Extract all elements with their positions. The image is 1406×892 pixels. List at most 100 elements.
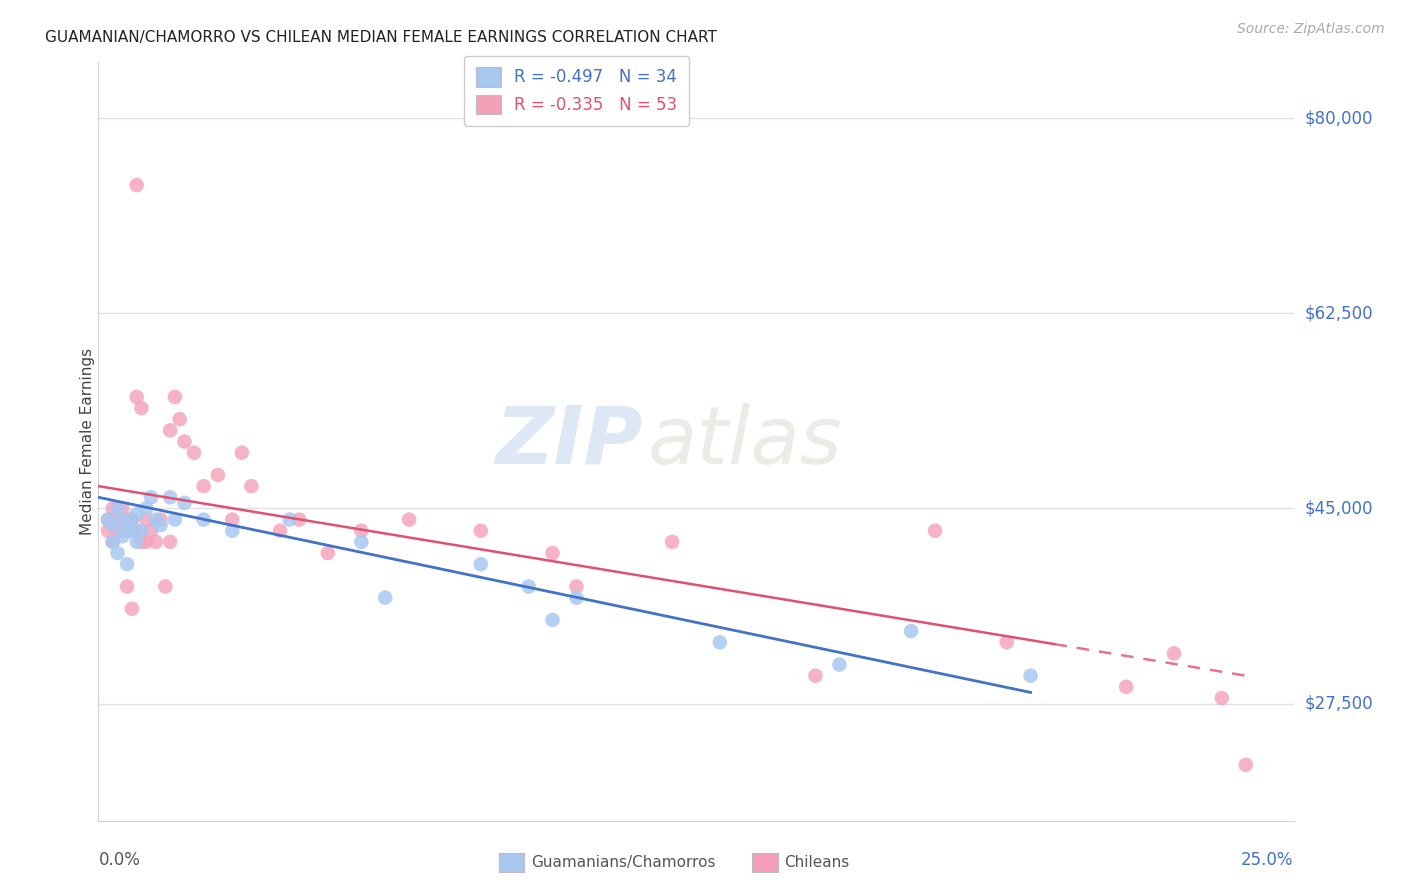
Point [661,535,683,549]
Point [121,524,143,538]
Point [193,479,215,493]
Point [131,524,153,538]
Point [125,535,148,549]
Point [207,467,229,482]
Point [240,479,263,493]
Point [115,580,138,594]
Point [145,512,167,526]
Text: $62,500: $62,500 [1305,304,1374,322]
Point [97,524,120,538]
Point [1163,646,1185,660]
Y-axis label: Median Female Earnings: Median Female Earnings [80,348,94,535]
Point [541,546,564,560]
Text: $45,000: $45,000 [1305,500,1374,517]
Point [111,512,134,526]
Point [541,613,564,627]
Text: GUAMANIAN/CHAMORRO VS CHILEAN MEDIAN FEMALE EARNINGS CORRELATION CHART: GUAMANIAN/CHAMORRO VS CHILEAN MEDIAN FEM… [45,29,717,45]
Point [288,512,311,526]
Text: ZIP: ZIP [495,402,643,481]
Point [101,535,124,549]
Point [173,496,195,510]
Point [350,524,373,538]
Point [995,635,1018,649]
Legend: R = -0.497   N = 34, R = -0.335   N = 53: R = -0.497 N = 34, R = -0.335 N = 53 [464,55,689,126]
Point [115,557,138,572]
Point [97,512,120,526]
Point [159,424,181,438]
Point [173,434,195,449]
Point [924,524,946,538]
Point [900,624,922,639]
Point [107,524,129,538]
Point [97,512,120,526]
Point [709,635,731,649]
Point [115,512,138,526]
Text: Chileans: Chileans [785,855,849,870]
Point [135,501,157,516]
Point [101,535,124,549]
Text: Guamanians/Chamorros: Guamanians/Chamorros [531,855,716,870]
Point [278,512,301,526]
Point [139,491,162,505]
Point [131,401,153,416]
Text: $27,500: $27,500 [1305,695,1374,713]
Point [1234,758,1257,772]
Point [231,446,253,460]
Point [111,501,134,516]
Point [111,524,134,538]
Point [221,524,243,538]
Point [159,491,181,505]
Point [121,524,143,538]
Point [565,591,588,605]
Point [149,512,172,526]
Point [125,507,148,521]
Point [183,446,205,460]
Point [828,657,851,672]
Point [101,518,124,533]
Point [163,512,186,526]
Point [125,524,148,538]
Point [374,591,396,605]
Point [565,580,588,594]
Point [139,524,162,538]
Point [107,512,129,526]
Point [163,390,186,404]
Point [107,501,129,516]
Point [1115,680,1137,694]
Point [125,390,148,404]
Point [1211,691,1233,706]
Point [350,535,373,549]
Point [169,412,191,426]
Point [804,669,827,683]
Point [121,602,143,616]
Text: 25.0%: 25.0% [1241,851,1294,869]
Point [159,535,181,549]
Point [101,501,124,516]
Point [115,524,138,538]
Point [316,546,339,560]
Text: $80,000: $80,000 [1305,109,1374,128]
Point [145,535,167,549]
Point [1019,669,1042,683]
Point [131,535,153,549]
Point [115,524,138,538]
Point [193,512,215,526]
Point [111,512,134,526]
Point [470,557,492,572]
Point [107,546,129,560]
Point [269,524,291,538]
Point [221,512,243,526]
Point [149,518,172,533]
Text: atlas: atlas [648,402,844,481]
Point [155,580,177,594]
Point [121,512,143,526]
Point [121,512,143,526]
Point [135,535,157,549]
Text: 0.0%: 0.0% [98,851,141,869]
Point [111,529,134,543]
Point [517,580,540,594]
Text: Source: ZipAtlas.com: Source: ZipAtlas.com [1237,22,1385,37]
Point [125,178,148,193]
Point [135,512,157,526]
Point [398,512,420,526]
